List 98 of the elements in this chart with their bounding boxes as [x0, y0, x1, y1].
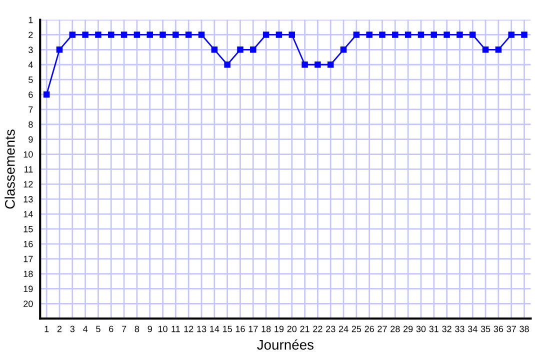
x-tick-label: 38 [520, 326, 529, 332]
x-tick-label: 18 [262, 326, 271, 332]
x-tick-label: 5 [96, 326, 100, 332]
x-axis-title: Journées [257, 339, 314, 350]
point [237, 46, 244, 53]
point [392, 32, 398, 38]
x-tick-label: 31 [429, 326, 438, 332]
point [95, 32, 102, 38]
point [160, 32, 166, 38]
point [288, 32, 296, 38]
y-tick-label: 5 [28, 76, 33, 83]
x-tick-label: 36 [494, 326, 504, 332]
x-tick-label: 32 [442, 326, 452, 332]
point [314, 61, 321, 68]
x-tick-label: 6 [109, 326, 114, 332]
y-tick-label: 7 [28, 106, 33, 113]
x-tick-label: 26 [364, 326, 374, 332]
point [302, 61, 308, 68]
x-tick-label: 27 [378, 326, 387, 332]
x-tick-label: 37 [506, 326, 516, 332]
point [172, 32, 179, 38]
y-tick-label: 6 [28, 91, 33, 98]
x-tick-label: 35 [480, 326, 490, 332]
x-tick-label: 21 [300, 326, 310, 332]
x-tick-label: 9 [148, 326, 152, 332]
point [120, 32, 128, 38]
y-tick-label: 4 [28, 62, 33, 68]
x-tick-label: 29 [404, 326, 413, 332]
point [404, 32, 412, 38]
x-tick-label: 23 [326, 326, 336, 332]
x-tick-label: 15 [222, 326, 232, 332]
x-tick-label: 24 [338, 326, 348, 332]
point [327, 61, 334, 68]
x-tick-label: 3 [70, 326, 75, 332]
y-tick-label: 14 [24, 211, 33, 218]
y-tick-label: 10 [24, 151, 33, 158]
x-tick-label: 12 [184, 326, 194, 332]
point [82, 32, 88, 38]
y-tick-label: 18 [24, 270, 33, 278]
y-tick-label: 19 [24, 286, 33, 292]
x-tick-label: 11 [172, 326, 180, 332]
x-tick-label: 22 [313, 326, 322, 332]
y-tick-label: 16 [24, 240, 33, 248]
y-tick-label: 8 [28, 121, 33, 128]
point [508, 32, 514, 38]
y-tick-label: 3 [28, 46, 33, 54]
x-tick-label: 10 [158, 326, 168, 332]
point [379, 32, 386, 38]
point [43, 91, 50, 98]
point [69, 32, 76, 38]
point [470, 32, 476, 38]
point [108, 32, 114, 38]
point [521, 32, 528, 38]
x-tick-label: 14 [210, 326, 220, 332]
point [418, 32, 424, 38]
point [185, 32, 192, 38]
point [430, 32, 438, 38]
x-tick-label: 19 [274, 326, 284, 332]
y-tick-label: 11 [24, 166, 33, 172]
y-tick-label: 17 [24, 256, 33, 262]
y-tick-label: 13 [24, 196, 33, 202]
x-tick-label: 16 [236, 326, 245, 332]
y-tick-label: 12 [24, 181, 33, 188]
x-tick-label: 28 [390, 326, 400, 332]
point [262, 32, 270, 38]
x-tick-label: 30 [416, 326, 426, 332]
point [198, 32, 205, 38]
y-tick-label: 2 [28, 32, 33, 38]
point [366, 32, 372, 38]
y-tick-label: 20 [24, 300, 33, 308]
x-tick-label: 1 [44, 326, 49, 332]
x-tick-label: 17 [248, 326, 258, 332]
y-axis-title: Classements [4, 130, 15, 209]
x-tick-label: 2 [57, 326, 62, 332]
point [224, 61, 230, 68]
point [444, 32, 450, 38]
x-tick-label: 7 [122, 326, 126, 332]
point [340, 46, 347, 53]
point [134, 32, 140, 38]
x-tick-label: 33 [455, 326, 464, 332]
y-tick-label: 9 [28, 136, 33, 143]
point [276, 32, 282, 38]
x-tick-label: 4 [83, 326, 88, 332]
point [456, 32, 463, 38]
point [211, 46, 218, 53]
point [495, 46, 502, 53]
x-tick-label: 25 [352, 326, 362, 332]
x-tick-label: 13 [197, 326, 206, 332]
x-tick-label: 20 [287, 326, 297, 332]
x-tick-label: 34 [468, 326, 478, 332]
x-tick-label: 8 [134, 326, 140, 332]
y-tick-label: 1 [28, 16, 33, 24]
point [482, 46, 489, 53]
point [146, 32, 153, 38]
y-tick-label: 15 [24, 226, 33, 232]
point [353, 32, 360, 38]
point [250, 46, 256, 53]
point [56, 46, 63, 53]
